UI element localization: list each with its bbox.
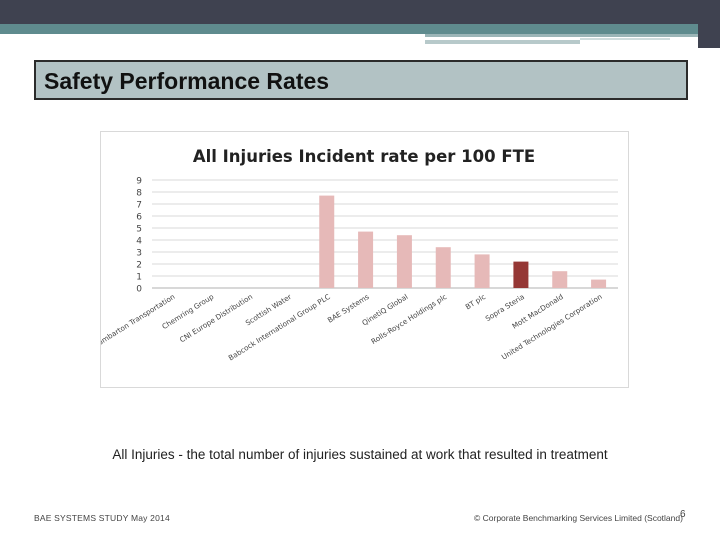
y-tick-label: 7 [136,201,142,211]
x-tick-label: Rolls-Royce Holdings plc [369,292,448,346]
y-tick-label: 6 [136,213,142,223]
footer-copyright: © Corporate Benchmarking Services Limite… [474,513,683,523]
bar [591,279,607,288]
y-tick-label: 9 [136,177,142,187]
y-tick-label: 0 [136,285,142,295]
bar [396,235,412,288]
y-tick-label: 1 [136,273,142,283]
chart-title: All Injuries Incident rate per 100 FTE [193,147,535,166]
y-tick-label: 2 [136,261,142,271]
slide-title: Safety Performance Rates [44,68,330,94]
bar [513,261,529,288]
y-tick-label: 8 [136,189,142,199]
bar [474,254,490,288]
bar [319,195,335,288]
bar-chart: All Injuries Incident rate per 100 FTE 0 1… [101,147,618,362]
x-tick-label: BT plc [464,292,488,311]
y-tick-label: 5 [136,225,142,235]
slide-caption: All Injuries - the total number of injur… [112,447,608,462]
chart-frame: All Injuries Incident rate per 100 FTE 0 1… [100,131,629,388]
page-number: 6 [680,509,686,520]
footer-study-label: BAE SYSTEMS STUDY May 2014 [34,513,170,523]
accent-stripe-thin [425,34,698,37]
accent-stripe-thin [580,38,670,40]
slide-title-box: Safety Performance Rates [34,60,688,100]
x-tick-label: CNI Europe Distribution [178,292,254,344]
y-tick-label: 3 [136,249,142,259]
top-bar [0,0,720,24]
bar [358,231,374,288]
top-bar-corner [698,0,720,48]
bar [552,271,568,288]
accent-stripe [0,24,698,34]
y-tick-label: 4 [136,237,142,247]
accent-stripe-thin [425,40,580,44]
bar [435,247,451,288]
